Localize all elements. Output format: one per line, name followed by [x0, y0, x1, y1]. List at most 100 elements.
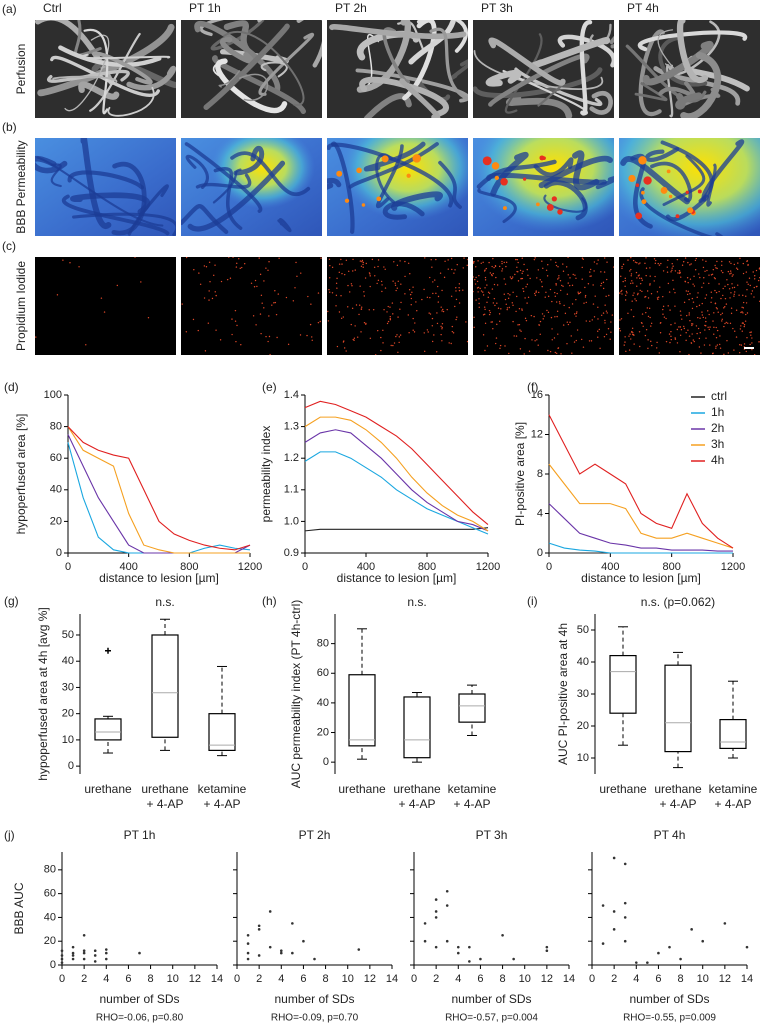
pi-dot	[606, 278, 608, 281]
x-tick-label: 800	[662, 561, 680, 573]
pi-dot	[261, 302, 263, 304]
pi-dot	[409, 293, 412, 296]
pi-dot	[711, 273, 714, 275]
pi-dot	[397, 280, 399, 282]
pi-dot	[392, 313, 394, 315]
pi-dot	[336, 277, 338, 280]
pi-dot	[627, 312, 629, 315]
pi-dot	[705, 294, 708, 296]
point	[423, 939, 427, 943]
pi-dot	[688, 314, 690, 316]
pi-dot	[512, 304, 514, 307]
pi-dot	[436, 312, 438, 314]
pi-dot	[255, 324, 257, 326]
vessel	[199, 20, 263, 37]
pi-dot	[408, 289, 411, 291]
pi-dot	[555, 301, 558, 303]
pi-dot	[327, 310, 329, 313]
vessel	[89, 32, 141, 112]
pi-dot	[504, 298, 507, 301]
pi-dot	[491, 265, 493, 268]
point	[93, 960, 97, 963]
pi-dot	[641, 313, 644, 315]
pi-dot	[238, 257, 240, 260]
leak-spot	[551, 196, 557, 202]
pi-dot	[260, 332, 262, 335]
pi-dot	[415, 301, 417, 303]
pi-dot	[630, 338, 632, 340]
pi-dot	[640, 277, 643, 280]
y-tick-label: 60	[44, 888, 56, 900]
pi-dot	[561, 284, 563, 287]
x-axis-label: number of SDs	[629, 992, 709, 1006]
chart-title: PT 3h	[476, 828, 508, 842]
series-line	[548, 542, 733, 554]
image-tile	[35, 257, 176, 355]
pi-dot	[742, 294, 744, 297]
point	[82, 951, 86, 955]
point	[601, 942, 605, 945]
pi-dot	[591, 319, 593, 321]
pi-dot	[667, 259, 669, 262]
point	[434, 916, 438, 919]
pi-dot	[273, 302, 275, 304]
pi-dot	[386, 311, 388, 313]
point	[679, 957, 682, 961]
pi-dot	[544, 296, 546, 298]
pi-dot	[753, 296, 755, 298]
pi-dot	[693, 285, 696, 287]
point	[291, 922, 294, 925]
pi-dot	[429, 313, 432, 315]
pi-dot	[380, 280, 383, 283]
category-label: urethane	[654, 782, 702, 796]
pi-dot	[412, 317, 414, 320]
pi-dot	[683, 301, 686, 304]
pi-dot	[545, 291, 547, 293]
vessel	[658, 35, 708, 87]
pi-dot	[475, 266, 477, 268]
pi-dot	[562, 285, 564, 287]
pi-dot	[455, 290, 457, 292]
pi-dot	[563, 304, 565, 307]
leak-spot	[336, 170, 343, 177]
pi-dot	[519, 329, 521, 331]
pi-dot	[268, 315, 270, 317]
vessel	[70, 192, 151, 215]
pi-dot	[232, 257, 234, 258]
pi-dot	[735, 336, 738, 338]
y-tick-label: 20	[44, 935, 56, 947]
vessel	[215, 58, 288, 114]
pi-dot	[352, 258, 354, 261]
image-bg	[35, 138, 176, 236]
pi-dot	[705, 337, 707, 339]
pi-dot	[525, 286, 527, 288]
pi-dot	[523, 353, 525, 355]
pi-dot	[682, 261, 685, 263]
x-tick-label: 10	[342, 973, 354, 985]
pi-dot	[482, 291, 484, 293]
pi-dot	[435, 292, 437, 295]
column-label: PT 2h	[335, 1, 367, 15]
pi-dot	[295, 261, 297, 264]
vessel	[46, 69, 130, 83]
pi-dot	[538, 291, 540, 294]
pi-dot	[450, 342, 452, 345]
pi-dot	[704, 270, 706, 273]
pi-dot	[335, 305, 337, 307]
pi-dot	[267, 340, 269, 343]
pi-dot	[512, 320, 514, 323]
y-tick-label: 0	[323, 756, 329, 768]
pi-dot	[518, 323, 521, 326]
pi-dot	[536, 339, 538, 341]
y-tick-label: 40	[44, 911, 56, 923]
pi-dot	[497, 307, 500, 309]
vessel	[329, 24, 467, 40]
pi-dot	[649, 283, 651, 285]
pi-dot	[116, 284, 119, 287]
point	[60, 961, 64, 964]
pi-dot	[361, 259, 364, 262]
pi-dot	[317, 321, 320, 324]
pi-dot	[649, 275, 651, 277]
pi-dot	[703, 277, 705, 279]
